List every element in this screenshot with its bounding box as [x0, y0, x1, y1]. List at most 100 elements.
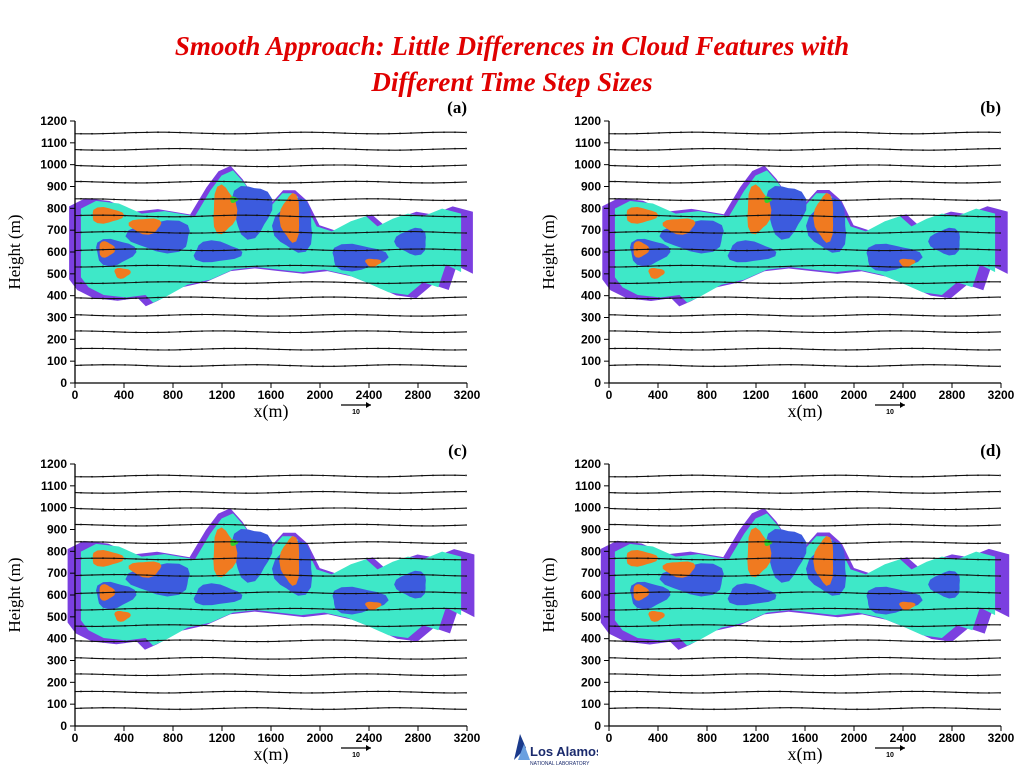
wind-vector-dot [658, 591, 660, 593]
wind-vector-dot [900, 625, 902, 628]
wind-vector-dot [823, 591, 825, 594]
wind-vector-dot [124, 214, 126, 217]
wind-vector-dot [812, 525, 814, 527]
wind-vector-dot [757, 625, 759, 628]
wind-vector-dot [388, 492, 390, 495]
wind-vector-dot [201, 558, 203, 561]
wind-vector-dot [944, 573, 946, 576]
wind-vector-dot [168, 164, 170, 167]
wind-vector-dot [322, 524, 324, 526]
wind-vector-dot [278, 199, 280, 201]
reference-vector-label: 10 [352, 752, 360, 759]
wind-vector-dot [267, 181, 269, 184]
wind-vector-dot [977, 474, 979, 477]
wind-vector-dot [179, 280, 181, 283]
wind-vector-dot [91, 132, 93, 135]
wind-vector-dot [856, 623, 858, 626]
wind-vector-dot [366, 625, 368, 628]
wind-vector-dot [823, 574, 825, 576]
wind-vector-dot [845, 507, 847, 510]
wind-vector-dot [256, 149, 258, 152]
wind-vector-dot [966, 331, 968, 334]
wind-vector-dot [812, 297, 814, 300]
wind-vector-dot [856, 232, 858, 234]
wind-vector-dot [658, 315, 660, 318]
wind-vector-dot [647, 214, 649, 217]
wind-vector-dot [779, 524, 781, 527]
wind-vector-dot [933, 706, 935, 709]
wind-vector-dot [845, 558, 847, 561]
wind-vector-dot [388, 475, 390, 478]
wind-vector-dot [113, 297, 115, 300]
wind-vector-dot [812, 607, 814, 610]
wind-vector-dot [900, 197, 902, 200]
wind-vector-dot [289, 574, 291, 576]
wind-vector-dot [146, 558, 148, 561]
y-tick-label: 500 [581, 267, 601, 281]
wind-vector-dot [757, 690, 759, 693]
wind-vector-dot [988, 574, 990, 577]
wind-vector-dot [377, 347, 379, 350]
wind-vector-dot [377, 707, 379, 709]
wind-vector-dot [812, 508, 814, 511]
wind-vector-dot [333, 147, 335, 150]
wind-vector-dot [988, 490, 990, 493]
wind-vector-dot [801, 281, 803, 284]
wind-vector-row [608, 264, 1000, 268]
wind-vector-dot [432, 658, 434, 660]
wind-vector-dot [399, 625, 401, 628]
wind-vector-dot [135, 674, 137, 677]
wind-vector-dot [355, 624, 357, 627]
wind-vector-dot [366, 707, 368, 710]
x-tick-label: 0 [606, 731, 613, 745]
wind-vector-dot [212, 313, 214, 316]
wind-vector-dot [80, 148, 82, 151]
wind-vector-dot [790, 265, 792, 268]
wind-vector-dot [801, 132, 803, 134]
wind-vector-dot [845, 248, 847, 251]
wind-vector-dot [691, 639, 693, 642]
wind-vector-dot [410, 198, 412, 201]
wind-vector-dot [614, 657, 616, 659]
wind-vector-dot [724, 164, 726, 166]
wind-vector-dot [157, 558, 159, 561]
wind-vector-dot [311, 507, 313, 510]
wind-vector-dot [757, 557, 759, 560]
wind-vector-dot [636, 625, 638, 628]
wind-vector-dot [625, 265, 627, 268]
wind-vector-dot [256, 573, 258, 576]
wind-vector-dot [311, 280, 313, 283]
wind-vector-dot [636, 132, 638, 135]
wind-vector-dot [234, 574, 236, 576]
wind-vector-dot [212, 574, 214, 577]
wind-vector-dot [465, 365, 467, 368]
wind-vector-dot [366, 313, 368, 316]
wind-vector-dot [410, 331, 412, 333]
wind-vector-dot [834, 331, 836, 334]
wind-vector-dot [658, 658, 660, 661]
wind-vector-dot [647, 492, 649, 495]
wind-vector-dot [311, 542, 313, 545]
wind-vector-dot [614, 347, 616, 350]
wind-vector-dot [421, 525, 423, 527]
wind-vector-dot [911, 132, 913, 135]
wind-vector-dot [691, 164, 693, 167]
wind-vector-dot [212, 198, 214, 200]
wind-vector-dot [289, 658, 291, 660]
wind-vector-dot [625, 475, 627, 478]
wind-vector-dot [911, 364, 913, 366]
wind-vector-dot [399, 657, 401, 660]
wind-vector-dot [311, 181, 313, 184]
wind-vector-dot [922, 132, 924, 135]
wind-vector-dot [999, 147, 1001, 150]
wind-vector-dot [691, 147, 693, 150]
wind-vector-dot [933, 248, 935, 251]
wind-vector-dot [999, 280, 1001, 283]
wind-vector-dot [245, 492, 247, 495]
wind-vector-dot [91, 508, 93, 510]
wind-vector-dot [834, 147, 836, 150]
y-tick-label: 1200 [574, 114, 601, 128]
wind-vector-dot [355, 313, 357, 316]
wind-vector-dot [432, 131, 434, 134]
y-tick-label: 1200 [574, 457, 601, 471]
